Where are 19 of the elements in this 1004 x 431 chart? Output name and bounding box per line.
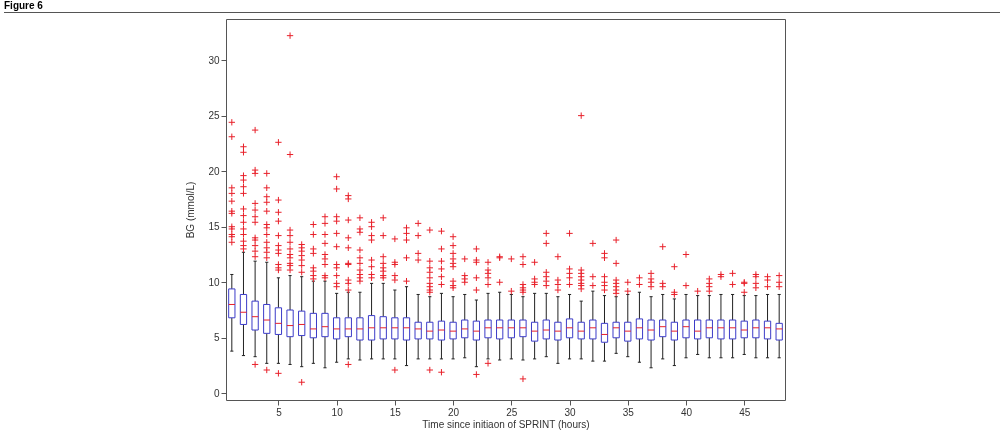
y-axis-title: BG (mmol/L) [185, 181, 197, 239]
x-tick-label: 30 [564, 406, 577, 418]
y-tick-label: 20 [208, 165, 220, 177]
x-tick-label: 35 [622, 406, 635, 418]
y-tick-label: 0 [213, 387, 220, 399]
x-tick-label: 20 [448, 406, 460, 418]
y-tick-label: 30 [208, 54, 220, 66]
x-tick-label: 15 [389, 406, 402, 418]
x-tick-label: 45 [739, 406, 751, 418]
y-tick-label: 15 [208, 221, 220, 233]
x-tick-label: 10 [331, 406, 344, 418]
x-tick-label: 40 [680, 406, 693, 418]
y-tick-label: 10 [208, 276, 220, 288]
x-axis-title: Time since initiaon of SPRINT (hours) [422, 418, 590, 430]
y-tick-label: 25 [208, 110, 220, 122]
y-tick-label: 5 [213, 332, 220, 344]
x-tick-label: 5 [276, 406, 283, 418]
x-tick-label: 25 [506, 406, 518, 418]
text: Figure 6 [4, 0, 1000, 13]
